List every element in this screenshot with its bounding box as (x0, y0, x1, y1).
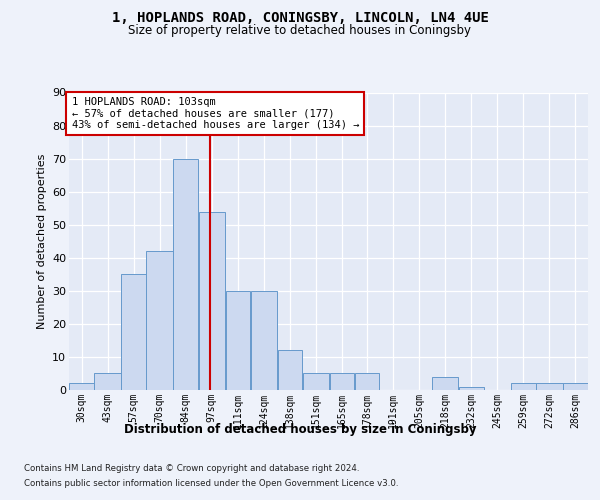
Bar (459, 386, 484, 390)
Bar (199, 212, 225, 390)
Bar (511, 384, 536, 390)
Bar (173, 158, 198, 390)
Text: Size of property relative to detached houses in Coningsby: Size of property relative to detached ho… (128, 24, 472, 37)
Text: 1, HOPLANDS ROAD, CONINGSBY, LINCOLN, LN4 4UE: 1, HOPLANDS ROAD, CONINGSBY, LINCOLN, LN… (112, 11, 488, 25)
Bar (563, 384, 588, 390)
Bar (536, 384, 563, 390)
Text: Contains HM Land Registry data © Crown copyright and database right 2024.: Contains HM Land Registry data © Crown c… (24, 464, 359, 473)
Text: Distribution of detached houses by size in Coningsby: Distribution of detached houses by size … (124, 422, 476, 436)
Text: Contains public sector information licensed under the Open Government Licence v3: Contains public sector information licen… (24, 479, 398, 488)
Text: 1 HOPLANDS ROAD: 103sqm
← 57% of detached houses are smaller (177)
43% of semi-d: 1 HOPLANDS ROAD: 103sqm ← 57% of detache… (71, 97, 359, 130)
Bar (251, 291, 277, 390)
Bar (355, 374, 379, 390)
Bar (303, 374, 329, 390)
Bar (278, 350, 302, 390)
Bar (330, 374, 354, 390)
Bar (226, 291, 250, 390)
Bar (432, 377, 458, 390)
Y-axis label: Number of detached properties: Number of detached properties (37, 154, 47, 329)
Bar (146, 251, 173, 390)
Bar (121, 274, 146, 390)
Bar (69, 384, 94, 390)
Bar (94, 374, 121, 390)
